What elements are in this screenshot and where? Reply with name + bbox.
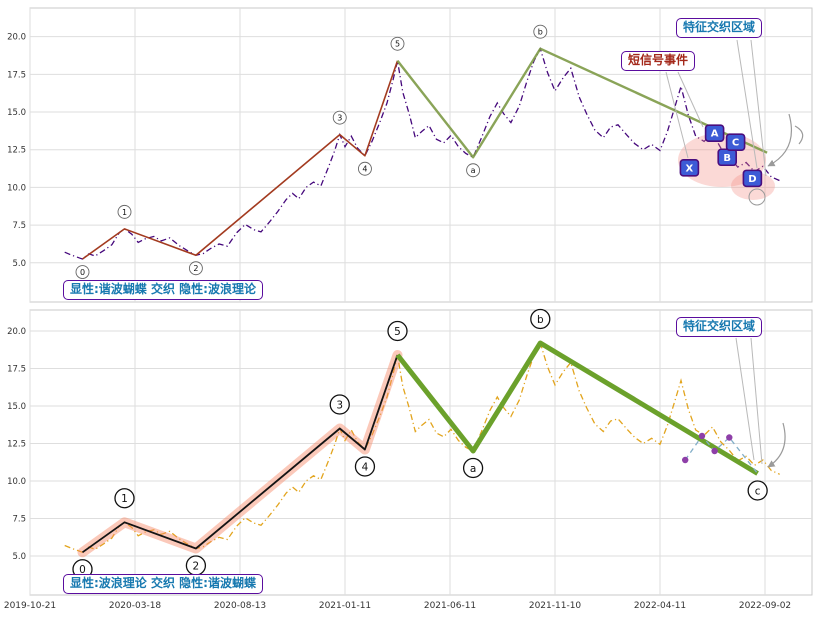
wave-label-text: 2	[193, 264, 198, 273]
wave-label-circle-a	[466, 163, 481, 178]
annotation-leader-line	[750, 337, 763, 465]
highlight-circle	[748, 188, 766, 206]
x-tick-label: 2021-06-11	[424, 601, 476, 611]
price-line	[64, 341, 780, 554]
wave-label-text: c	[755, 485, 761, 497]
annotation-leader-line	[677, 71, 704, 128]
wave-label-text: 2	[193, 560, 200, 572]
wave-label-text: 5	[394, 326, 401, 338]
harmonic-box-label: D	[748, 174, 756, 185]
wave-label-circle-5	[387, 320, 408, 342]
y-tick-label: 12.5	[7, 146, 26, 156]
plot-area	[29, 309, 813, 596]
annotation-leader-line	[736, 39, 758, 169]
x-tick-label: 2022-04-11	[634, 601, 686, 611]
bottom-chart-explicit-wave-implicit-harmonic: 5.0 7.5 10.0 12.5 15.0 17.5 20.0 0 1 2 3 4 5 a b c	[7, 308, 813, 596]
corrective-wave-5-a-b-c	[395, 340, 759, 476]
annotation-feature-interweave-region-bottom: 特征交织区域	[676, 317, 763, 337]
annotation-short-signal-event: 短信号事件	[621, 51, 696, 71]
x-tick-label: 2021-01-11	[319, 601, 371, 611]
y-tick-label: 20.0	[7, 33, 26, 43]
annotation-leader-line	[735, 337, 755, 461]
y-tick-label: 7.5	[12, 221, 26, 231]
caption-bottom-chart: 显性:波浪理论 交织 隐性:谐波蝴蝶	[63, 574, 263, 594]
wave-label-text: 4	[362, 165, 367, 174]
wave-label-text: 3	[337, 114, 342, 123]
y-tick-label: 17.5	[7, 70, 26, 80]
impulse-wave-0-5	[81, 354, 399, 554]
wave-label-circle-a	[462, 457, 484, 479]
y-tick-label: 10.0	[7, 477, 26, 487]
wave-label-text: a	[470, 463, 476, 475]
y-tick-label: 15.0	[7, 402, 26, 412]
annotation-leader-line	[665, 71, 689, 159]
corrective-wave-5-a-b	[396, 47, 768, 159]
wave-label-circle-5	[390, 36, 405, 51]
wave-label-circle-4	[358, 161, 372, 176]
wave-label-circle-b	[533, 24, 548, 39]
harmonic-box-D	[742, 169, 763, 188]
wave-label-circle-1	[117, 204, 132, 219]
x-tick-label: 2020-03-18	[109, 601, 162, 611]
annotation-leader-line	[750, 39, 767, 177]
x-tick-label: 2020-08-13	[214, 601, 266, 611]
wave-label-circle-0	[75, 265, 90, 279]
y-tick-label: 5.0	[12, 259, 26, 269]
wave-label-text: 0	[80, 268, 85, 277]
x-tick-label: 2021-11-10	[529, 601, 582, 611]
impulse-wave-0-5	[82, 60, 399, 260]
wave-label-circle-c	[747, 480, 768, 501]
harmonic-point-marker	[711, 447, 718, 455]
curved-arrow	[767, 113, 793, 167]
wave-label-circle-1	[114, 488, 135, 509]
y-tick-label: 20.0	[7, 327, 26, 337]
wave-label-circle-4	[354, 456, 376, 477]
harmonic-box-label: C	[732, 138, 739, 149]
harmonic-box-label: X	[686, 163, 694, 174]
harmonic-box-X	[679, 159, 700, 177]
annotation-feature-interweave-region-top: 特征交织区域	[676, 18, 763, 38]
wave-label-circle-3	[329, 394, 350, 415]
wave-label-circle-3	[332, 110, 347, 125]
harmonic-box-A	[704, 124, 725, 142]
curved-arrow	[767, 422, 786, 468]
harmonic-box-label: B	[723, 153, 731, 164]
y-tick-label: 5.0	[12, 552, 26, 562]
wave-label-text: 3	[336, 399, 343, 411]
curved-arrow	[794, 125, 804, 145]
wave-label-text: 5	[395, 40, 400, 49]
wave-label-circle-2	[188, 261, 203, 276]
y-tick-label: 15.0	[7, 108, 26, 118]
wave-label-text: b	[538, 28, 543, 37]
wave-label-text: 1	[121, 493, 128, 505]
wave-label-circle-b	[530, 308, 551, 330]
wave-label-text: a	[471, 166, 476, 175]
wave-label-text: 1	[122, 208, 127, 217]
x-tick-label: 2019-10-21	[4, 601, 56, 611]
harmonic-box-label: A	[711, 129, 719, 140]
y-tick-label: 10.0	[7, 183, 26, 193]
x-tick-label: 2022-09-02	[739, 601, 791, 611]
harmonic-point-marker	[698, 432, 706, 440]
harmonic-box-C	[725, 133, 746, 151]
wave-label-text: b	[537, 314, 544, 326]
caption-top-chart: 显性:谐波蝴蝶 交织 隐性:波浪理论	[63, 280, 263, 300]
wave-label-text: 4	[362, 461, 369, 473]
y-tick-label: 7.5	[12, 515, 26, 525]
y-tick-label: 17.5	[7, 365, 26, 375]
harmonic-point-marker	[682, 456, 689, 464]
harmonic-point-marker	[726, 434, 733, 441]
y-tick-label: 12.5	[7, 440, 26, 450]
wave-label-text: 0	[79, 564, 86, 576]
